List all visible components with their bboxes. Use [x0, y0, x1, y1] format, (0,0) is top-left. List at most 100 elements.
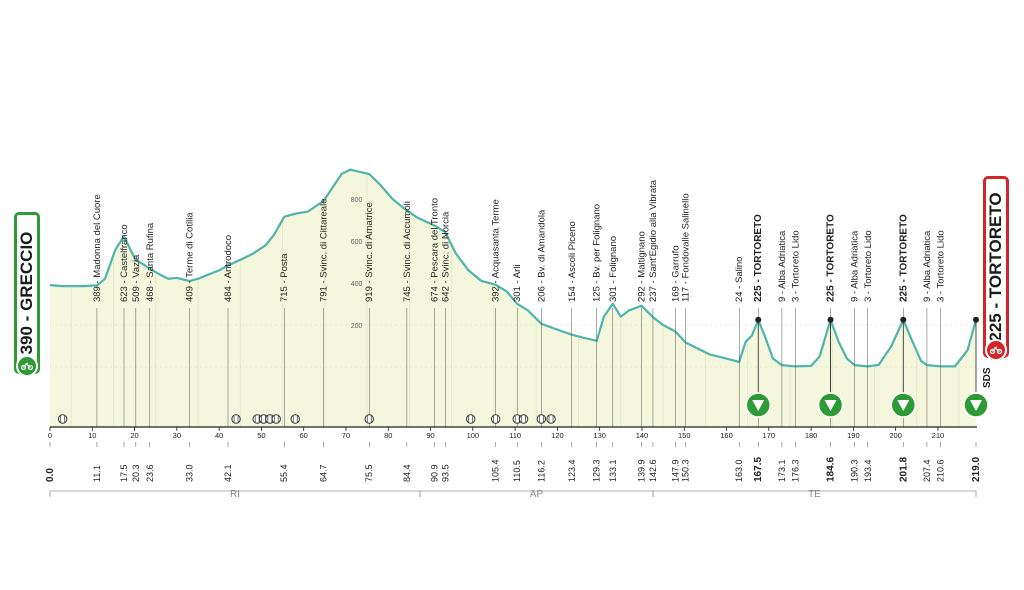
- place-label: 623 - Castelfranco: [119, 224, 130, 302]
- km-label: 184.6: [826, 457, 837, 482]
- finish-box: 225 - TORTORETO: [983, 176, 1009, 358]
- km-tick-label: 10: [88, 431, 96, 440]
- place-label: 154 - Ascoli Piceno: [567, 221, 578, 302]
- descent-marker-glyph: [897, 400, 910, 411]
- province-label: AP: [530, 489, 544, 500]
- km-tick-label: 190: [847, 431, 860, 440]
- start-box: 390 - GRECCIO: [14, 212, 40, 374]
- km-label: 11.1: [92, 465, 102, 482]
- sprint-marker-dot: [973, 316, 979, 323]
- place-label: 301 - Arli: [512, 265, 523, 303]
- km-tick-label: 130: [593, 431, 606, 440]
- start-label: 390 - GRECCIO: [17, 231, 36, 355]
- railway-crossing-icon: [536, 414, 547, 424]
- km-tick-label: 100: [467, 431, 480, 440]
- railway-crossing-icon: [231, 414, 241, 424]
- km-label: 93.5: [440, 464, 450, 482]
- km-label: 163.0: [734, 459, 744, 482]
- km-tick-label: 40: [215, 431, 223, 440]
- km-label: 193.4: [863, 459, 873, 482]
- km-label: 116.2: [536, 460, 546, 482]
- place-label: 674 - Pescara del Tronto: [429, 198, 440, 302]
- place-label: 237 - Sant'Egidio alla Vibrata: [648, 179, 659, 302]
- km-tick-label: 50: [257, 431, 265, 440]
- km-tick-label: 90: [426, 431, 434, 440]
- place-label: 9 - Alba Adriatica: [922, 230, 933, 302]
- sds-label: SDS: [982, 367, 993, 388]
- km-label: 201.8: [898, 457, 909, 482]
- province-label: TE: [808, 489, 821, 500]
- km-tick-label: 170: [763, 431, 776, 440]
- km-tick-label: 0: [48, 431, 52, 440]
- km-label: 150.3: [681, 459, 691, 482]
- km-label: 207.4: [922, 459, 932, 482]
- place-label: 3 - Tortoreto Lido: [935, 230, 946, 302]
- place-label: 225 - TORTORETO: [826, 214, 837, 302]
- place-label: 509 - Vazia: [131, 254, 142, 302]
- km-label: 84.4: [402, 464, 412, 482]
- sprint-marker-dot: [900, 316, 907, 323]
- place-label: 791 - Svinc. di Cittareale: [319, 199, 330, 303]
- place-label: 392 - Acquasanta Terme: [491, 199, 502, 302]
- km-label: 129.3: [592, 459, 602, 482]
- km-tick-label: 70: [342, 431, 350, 440]
- km-label: 75.5: [364, 464, 374, 482]
- place-label: 9 - Alba Adriatica: [850, 230, 861, 302]
- place-label: 389 - Madonna del Cuore: [92, 194, 103, 302]
- km-label: 110.5: [512, 460, 522, 482]
- sprint-marker-dot: [827, 316, 834, 323]
- place-label: 745 - Svinc. di Accumoli: [402, 201, 413, 302]
- railway-crossing-icon: [290, 414, 300, 424]
- descent-marker-glyph: [752, 400, 765, 411]
- km-label: 33.0: [185, 464, 195, 482]
- railway-crossing-icon: [466, 414, 476, 424]
- place-label: 715 - Posta: [279, 253, 290, 302]
- place-label: 301 - Folignano: [608, 236, 619, 302]
- finish-label: 225 - TORTORETO: [986, 192, 1005, 342]
- place-label: 125 - Bv. per Folignano: [592, 204, 603, 302]
- km-label: 142.6: [648, 459, 658, 482]
- place-label: 292 - Maltignano: [637, 231, 648, 302]
- railway-crossing-icon: [546, 414, 556, 424]
- km-label: 167.5: [753, 457, 764, 482]
- km-label: 90.9: [429, 464, 439, 482]
- cyclist-icon: [985, 339, 1007, 361]
- km-label: 0.0: [45, 468, 56, 482]
- railway-crossing-icon: [364, 414, 374, 424]
- km-label: 147.9: [670, 459, 680, 482]
- km-tick-label: 150: [678, 431, 691, 440]
- place-label: 3 - Tortoreto Lido: [863, 230, 874, 302]
- descent-marker-glyph: [824, 400, 837, 411]
- province-bracket: [652, 490, 977, 497]
- place-label: 24 - Salino: [734, 257, 745, 302]
- railway-crossing-icon: [57, 414, 68, 424]
- altitude-tick-label: 800: [351, 197, 363, 204]
- km-label: 55.4: [279, 464, 289, 482]
- km-tick-label: 210: [932, 431, 945, 440]
- descent-marker-glyph: [970, 400, 982, 411]
- place-label: 409 - Terme di Cotilia: [185, 212, 196, 302]
- km-label: 123.4: [567, 459, 577, 482]
- place-label: 225 - TORTORETO: [898, 214, 909, 302]
- place-label: 642 - Svinc. di Norcia: [440, 211, 451, 302]
- place-label: 9 - Alba Adriatica: [777, 230, 788, 302]
- km-label: 23.6: [145, 464, 155, 482]
- km-tick-label: 200: [889, 431, 902, 440]
- km-tick-label: 110: [509, 431, 521, 440]
- place-label: 206 - Bv. di Amandola: [536, 209, 547, 302]
- km-label: 20.3: [131, 464, 141, 482]
- km-label: 210.6: [935, 459, 945, 482]
- km-label: 173.1: [777, 459, 787, 482]
- sprint-marker-dot: [755, 316, 762, 323]
- km-label: 42.1: [223, 464, 233, 482]
- km-label: 139.9: [637, 459, 647, 482]
- km-label: 176.3: [790, 459, 800, 482]
- km-label: 17.5: [119, 464, 129, 482]
- altitude-tick-label: 200: [351, 323, 363, 330]
- profile-line: [49, 168, 978, 368]
- km-label: 190.3: [850, 459, 860, 482]
- km-tick-label: 30: [173, 431, 181, 440]
- place-label: 484 - Antrodoco: [223, 235, 234, 302]
